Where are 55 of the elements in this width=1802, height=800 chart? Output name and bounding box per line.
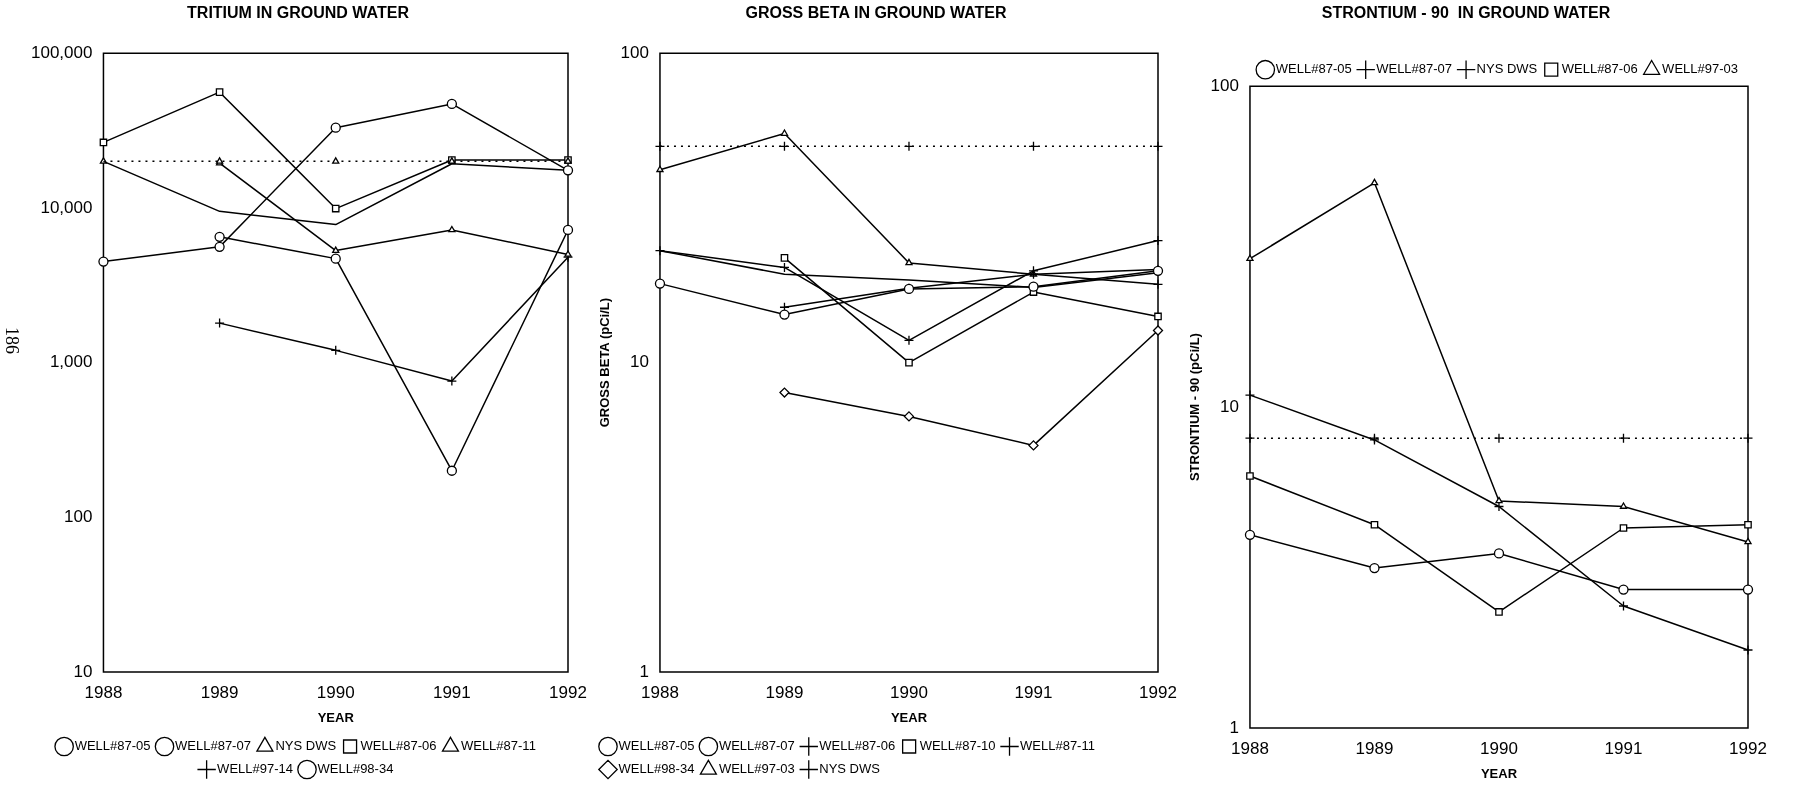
legend-label: WELL#87-07	[1376, 61, 1453, 77]
legend-label: WELL#87-11	[460, 738, 536, 754]
x-axis-title: YEAR	[317, 709, 355, 725]
x-tick-label: 1989	[1355, 738, 1394, 758]
legend-label: WELL#87-06	[1561, 61, 1638, 77]
text: 186	[1, 327, 22, 354]
x-tick-label: 1992	[549, 682, 587, 702]
legend-label: WELL#87-11	[1020, 738, 1095, 754]
y-tick-label: 10,000	[40, 197, 93, 217]
legend-label: WELL#97-14	[217, 761, 294, 777]
x-tick-label: 1991	[1604, 738, 1643, 758]
y-tick-label: 10	[1220, 396, 1239, 416]
y-tick-label: 10	[73, 661, 93, 681]
x-tick-label: 1990	[890, 682, 928, 702]
x-tick-label: 1990	[1480, 738, 1518, 758]
y-tick-label: 100	[1210, 75, 1239, 95]
y-tick-label: 100,000	[31, 42, 93, 62]
y-tick-label: 1	[639, 661, 649, 681]
legend-label: WELL#98-34	[317, 761, 394, 777]
x-tick-label: 1992	[1139, 682, 1177, 702]
x-tick-label: 1988	[84, 682, 123, 702]
y-axis-title: STRONTIUM - 90 (pCi/L)	[1187, 333, 1203, 482]
x-tick-label: 1990	[316, 682, 355, 702]
x-tick-label: 1991	[1014, 682, 1053, 702]
x-tick-label: 1989	[200, 682, 239, 702]
legend-label: WELL#87-07	[718, 738, 795, 754]
x-axis-title: YEAR	[890, 709, 928, 725]
chart-title: TRITIUM IN GROUND WATER	[187, 4, 410, 22]
legend-label: WELL#87-05	[618, 738, 695, 754]
y-axis-title: GROSS BETA (pCi/L)	[597, 297, 613, 428]
y-tick-label: 1,000	[49, 352, 93, 372]
x-tick-label: 1992	[1729, 738, 1767, 758]
legend-label: WELL#97-03	[718, 761, 795, 777]
legend-label: WELL#87-05	[1275, 61, 1352, 77]
legend-label: WELL#87-10	[919, 738, 996, 754]
x-axis-title: YEAR	[1480, 765, 1518, 781]
y-tick-label: 10	[630, 352, 649, 372]
y-tick-label: 100	[64, 506, 93, 526]
legend-label: WELL#97-03	[1662, 61, 1739, 77]
legend-label: WELL#87-06	[819, 738, 896, 754]
x-tick-label: 1988	[641, 682, 679, 702]
legend-label: WELL#87-05	[74, 738, 151, 754]
chart-title: STRONTIUM - 90 IN GROUND WATER	[1321, 4, 1611, 22]
legend-label: WELL#87-07	[175, 738, 251, 754]
y-tick-label: 1	[1229, 717, 1239, 737]
legend-label: NYS DWS	[1476, 61, 1538, 77]
legend-label: WELL#87-06	[360, 738, 437, 754]
x-tick-label: 1988	[1231, 738, 1269, 758]
legend-label: WELL#98-34	[618, 761, 695, 777]
x-tick-label: 1991	[432, 682, 471, 702]
legend-label: NYS DWS	[275, 738, 337, 754]
x-tick-label: 1989	[765, 682, 804, 702]
legend-label: NYS DWS	[819, 761, 881, 777]
y-tick-label: 100	[620, 42, 649, 62]
chart-title: GROSS BETA IN GROUND WATER	[745, 4, 1007, 22]
